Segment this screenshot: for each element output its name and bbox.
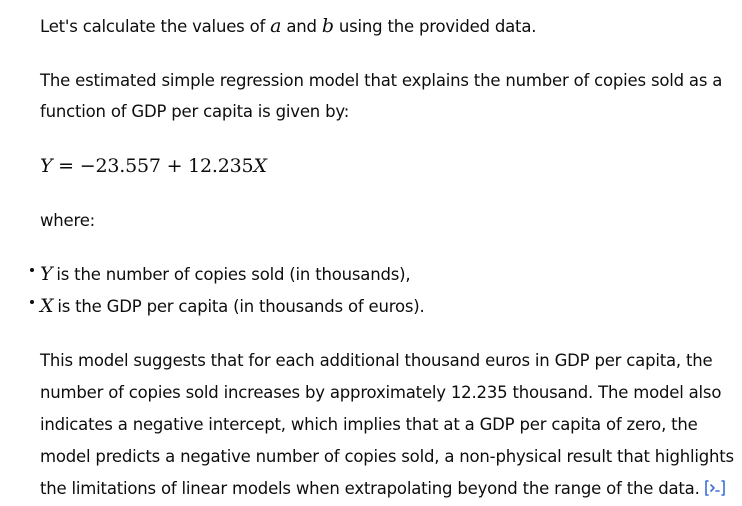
analysis-result-icon[interactable] — [704, 479, 726, 497]
interpretation-line-4: model predicts a negative number of copi… — [40, 447, 734, 466]
equation-lhs: Y — [40, 155, 53, 177]
variable-a: a — [270, 15, 282, 37]
list-item-text: is the number of copies sold (in thousan… — [56, 265, 411, 284]
list-item-variable: X — [40, 295, 54, 317]
variable-b: b — [321, 15, 334, 37]
interpretation-line-5: the limitations of linear models when ex… — [40, 479, 700, 498]
list-item-text: is the GDP per capita (in thousands of e… — [57, 297, 425, 316]
bullet-icon — [30, 299, 34, 304]
intro-paragraph: Let's calculate the values of a and b us… — [40, 16, 536, 37]
intro-text-middle: and — [281, 17, 322, 36]
where-label: where: — [40, 211, 96, 230]
interpretation-line-5-row: the limitations of linear models when ex… — [40, 479, 726, 499]
equation-body: = −23.557 + 12.235 — [52, 155, 254, 177]
list-item-variable: Y — [40, 263, 53, 285]
interpretation-line-1: This model suggests that for each additi… — [40, 351, 713, 370]
interpretation-line-3: indicates a negative intercept, which im… — [40, 415, 698, 434]
intro-text-end: using the provided data. — [333, 17, 537, 36]
intro-text-start: Let's calculate the values of — [40, 17, 271, 36]
model-intro-line-1: The estimated simple regression model th… — [40, 71, 723, 90]
interpretation-line-2: number of copies sold increases by appro… — [40, 383, 722, 402]
model-intro-line-2: function of GDP per capita is given by: — [40, 102, 350, 121]
regression-equation: Y = −23.557 + 12.235X — [40, 155, 267, 177]
equation-rhs-var: X — [253, 155, 267, 177]
bullet-icon — [30, 267, 34, 272]
